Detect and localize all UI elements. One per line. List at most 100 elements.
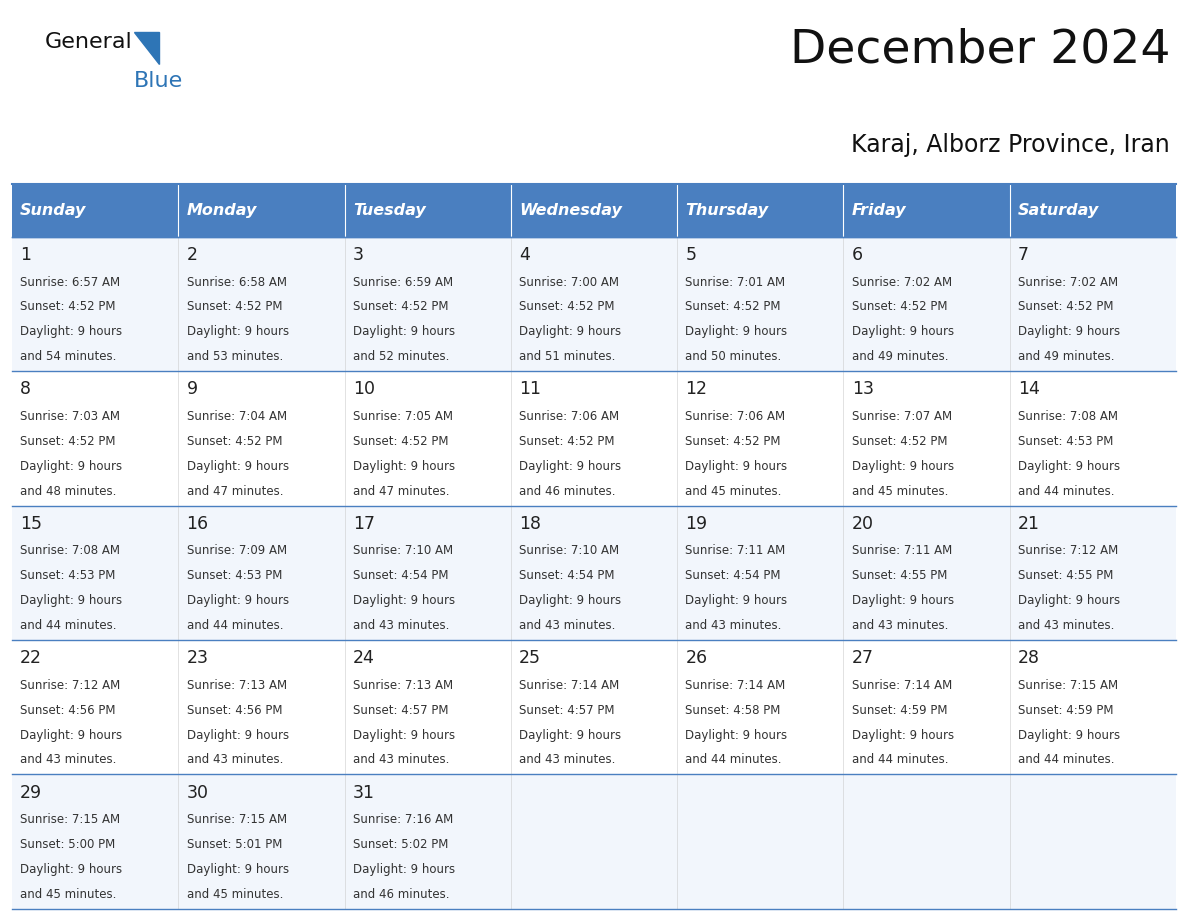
Bar [12,371,1176,506]
Text: Sunset: 4:53 PM: Sunset: 4:53 PM [1018,435,1113,448]
Text: 12: 12 [685,380,708,398]
Text: and 43 minutes.: and 43 minutes. [1018,619,1114,632]
Text: Sunset: 4:55 PM: Sunset: 4:55 PM [852,569,947,582]
Text: Daylight: 9 hours: Daylight: 9 hours [187,863,289,876]
Text: Daylight: 9 hours: Daylight: 9 hours [20,460,122,473]
Text: Daylight: 9 hours: Daylight: 9 hours [519,594,621,607]
Text: Sunrise: 7:07 AM: Sunrise: 7:07 AM [852,410,952,423]
Text: Sunrise: 7:10 AM: Sunrise: 7:10 AM [519,544,619,557]
Bar [12,184,1176,237]
Text: Sunrise: 7:10 AM: Sunrise: 7:10 AM [353,544,453,557]
Text: and 45 minutes.: and 45 minutes. [187,888,283,901]
Text: and 44 minutes.: and 44 minutes. [1018,485,1114,498]
Text: Daylight: 9 hours: Daylight: 9 hours [20,594,122,607]
Text: Sunrise: 6:58 AM: Sunrise: 6:58 AM [187,275,286,288]
Text: and 44 minutes.: and 44 minutes. [685,754,782,767]
Text: Sunrise: 7:06 AM: Sunrise: 7:06 AM [519,410,619,423]
Text: 19: 19 [685,515,708,532]
Text: Sunset: 4:52 PM: Sunset: 4:52 PM [20,435,115,448]
Text: Sunrise: 7:12 AM: Sunrise: 7:12 AM [20,678,120,692]
Text: and 52 minutes.: and 52 minutes. [353,350,449,364]
Text: Sunrise: 7:13 AM: Sunrise: 7:13 AM [187,678,286,692]
Text: Sunset: 4:55 PM: Sunset: 4:55 PM [1018,569,1113,582]
Text: Daylight: 9 hours: Daylight: 9 hours [519,729,621,742]
Text: Sunrise: 7:09 AM: Sunrise: 7:09 AM [187,544,286,557]
Text: Sunrise: 7:11 AM: Sunrise: 7:11 AM [852,544,952,557]
Text: Friday: Friday [852,203,906,218]
Text: Blue: Blue [134,71,183,91]
Text: Sunset: 4:59 PM: Sunset: 4:59 PM [1018,703,1113,717]
Text: Daylight: 9 hours: Daylight: 9 hours [685,460,788,473]
Text: Daylight: 9 hours: Daylight: 9 hours [353,729,455,742]
Text: and 45 minutes.: and 45 minutes. [685,485,782,498]
Bar [12,506,1176,640]
Text: and 46 minutes.: and 46 minutes. [353,888,449,901]
Text: 11: 11 [519,380,542,398]
Text: 2: 2 [187,246,197,264]
Text: Karaj, Alborz Province, Iran: Karaj, Alborz Province, Iran [852,133,1170,157]
Text: and 46 minutes.: and 46 minutes. [519,485,615,498]
Text: and 43 minutes.: and 43 minutes. [519,754,615,767]
Text: 29: 29 [20,784,43,801]
Text: 10: 10 [353,380,375,398]
Text: Daylight: 9 hours: Daylight: 9 hours [685,325,788,339]
Text: Thursday: Thursday [685,203,769,218]
Text: Sunset: 5:02 PM: Sunset: 5:02 PM [353,838,448,851]
Text: Daylight: 9 hours: Daylight: 9 hours [1018,594,1120,607]
Text: and 49 minutes.: and 49 minutes. [1018,350,1114,364]
Text: Monday: Monday [187,203,257,218]
Text: 22: 22 [20,649,43,667]
Text: 23: 23 [187,649,209,667]
Text: Sunrise: 7:08 AM: Sunrise: 7:08 AM [20,544,120,557]
Bar [12,775,1176,909]
Text: Daylight: 9 hours: Daylight: 9 hours [20,863,122,876]
Text: 30: 30 [187,784,209,801]
Text: and 54 minutes.: and 54 minutes. [20,350,116,364]
Text: Sunrise: 7:01 AM: Sunrise: 7:01 AM [685,275,785,288]
Text: Sunset: 4:54 PM: Sunset: 4:54 PM [519,569,614,582]
Text: 16: 16 [187,515,209,532]
Text: and 50 minutes.: and 50 minutes. [685,350,782,364]
Bar [12,237,1176,371]
Text: and 44 minutes.: and 44 minutes. [1018,754,1114,767]
Text: Sunset: 4:52 PM: Sunset: 4:52 PM [353,435,448,448]
Text: and 43 minutes.: and 43 minutes. [353,619,449,632]
Text: Sunrise: 7:00 AM: Sunrise: 7:00 AM [519,275,619,288]
Text: Daylight: 9 hours: Daylight: 9 hours [1018,325,1120,339]
Text: General: General [45,32,133,52]
Text: 24: 24 [353,649,374,667]
Text: Daylight: 9 hours: Daylight: 9 hours [353,460,455,473]
Text: 17: 17 [353,515,375,532]
Text: 28: 28 [1018,649,1041,667]
Text: 25: 25 [519,649,542,667]
Text: Sunrise: 7:14 AM: Sunrise: 7:14 AM [685,678,785,692]
Text: and 47 minutes.: and 47 minutes. [353,485,449,498]
Text: Sunrise: 7:15 AM: Sunrise: 7:15 AM [187,813,286,826]
Text: and 44 minutes.: and 44 minutes. [852,754,948,767]
Text: Sunset: 5:00 PM: Sunset: 5:00 PM [20,838,115,851]
Text: and 51 minutes.: and 51 minutes. [519,350,615,364]
Text: Sunrise: 7:11 AM: Sunrise: 7:11 AM [685,544,785,557]
Text: Wednesday: Wednesday [519,203,623,218]
Text: 13: 13 [852,380,874,398]
Text: Daylight: 9 hours: Daylight: 9 hours [187,325,289,339]
Text: Daylight: 9 hours: Daylight: 9 hours [353,594,455,607]
Text: and 47 minutes.: and 47 minutes. [187,485,283,498]
Text: and 43 minutes.: and 43 minutes. [187,754,283,767]
Text: Daylight: 9 hours: Daylight: 9 hours [852,729,954,742]
Text: Sunset: 4:52 PM: Sunset: 4:52 PM [852,435,947,448]
Text: Sunrise: 7:16 AM: Sunrise: 7:16 AM [353,813,453,826]
Text: and 53 minutes.: and 53 minutes. [187,350,283,364]
Text: and 43 minutes.: and 43 minutes. [685,619,782,632]
Text: 14: 14 [1018,380,1040,398]
Text: Sunrise: 7:12 AM: Sunrise: 7:12 AM [1018,544,1118,557]
Text: Daylight: 9 hours: Daylight: 9 hours [353,863,455,876]
Text: Daylight: 9 hours: Daylight: 9 hours [1018,460,1120,473]
Text: Daylight: 9 hours: Daylight: 9 hours [685,594,788,607]
Text: Daylight: 9 hours: Daylight: 9 hours [519,460,621,473]
Text: and 49 minutes.: and 49 minutes. [852,350,948,364]
Text: Daylight: 9 hours: Daylight: 9 hours [20,325,122,339]
Text: Sunrise: 6:57 AM: Sunrise: 6:57 AM [20,275,120,288]
Text: Sunrise: 7:15 AM: Sunrise: 7:15 AM [20,813,120,826]
Text: Sunset: 4:54 PM: Sunset: 4:54 PM [353,569,448,582]
